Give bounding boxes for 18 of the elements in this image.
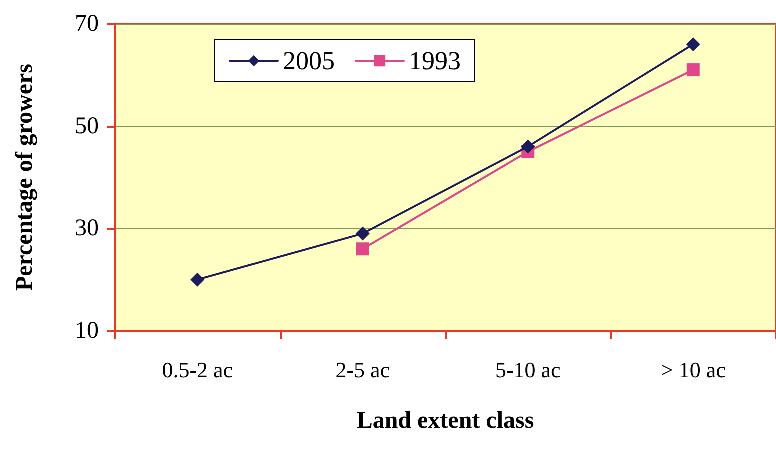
y-tick-label: 70 [75,11,99,37]
x-tick-label: > 10 ac [660,358,726,382]
legend-label: 2005 [283,46,335,76]
point [686,37,700,52]
legend-label: 1993 [409,46,461,76]
y-axis-title: Percentage of growers [12,64,38,292]
point [686,64,700,77]
y-tick-label: 10 [75,318,99,344]
x-axis-title: Land extent class [356,408,534,434]
y-tick-label: 30 [75,216,99,242]
x-tick-label: 2-5 ac [336,358,390,382]
point [190,272,205,287]
point [356,242,370,256]
x-tick-label: 5-10 ac [495,358,562,382]
point [356,226,370,241]
y-tick-label: 50 [75,113,99,140]
point [521,140,536,154]
x-tick-label: 0.5-2 ac [162,358,234,382]
